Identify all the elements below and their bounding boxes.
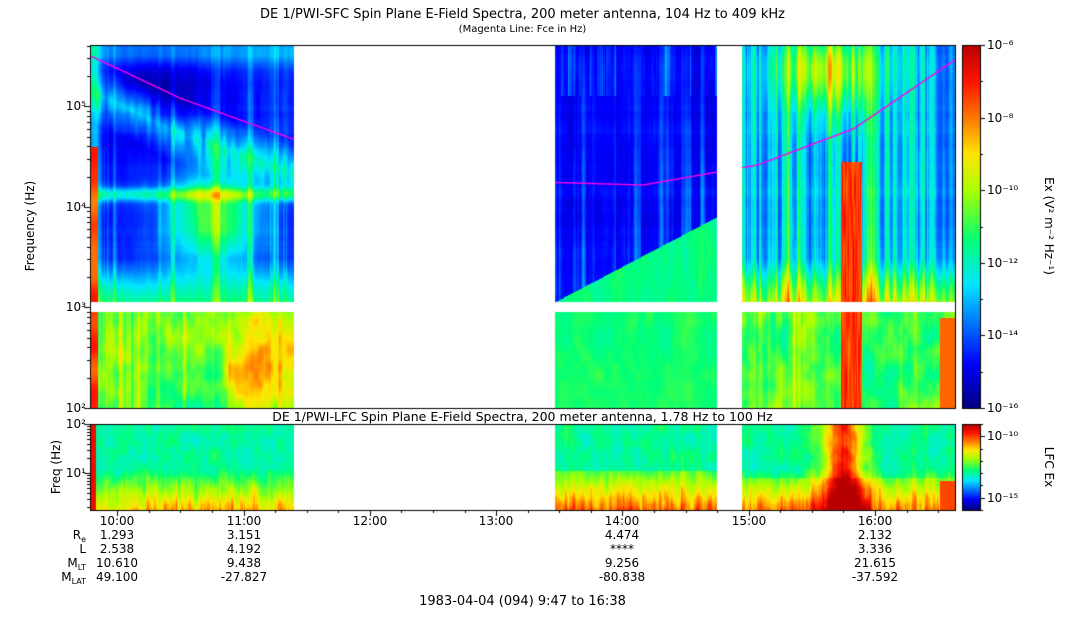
ephemeris-value: 2.538 (99, 542, 135, 556)
lfc-colorbar-tick-label: 10⁻¹⁵ (987, 491, 1019, 505)
sfc-colorbar-tick-label: 10⁻¹⁰ (987, 183, 1019, 197)
sfc-colorbar-tick-label: 10⁻¹² (987, 256, 1019, 270)
ephemeris-value: 9.256 (604, 556, 640, 570)
ephemeris-value: -80.838 (598, 570, 646, 584)
sfc-colorbar-tick-label: 10⁻¹⁴ (987, 328, 1019, 342)
sfc-subtitle: (Magenta Line: Fce in Hz) (458, 24, 587, 35)
ephemeris-value: 2.132 (857, 528, 893, 542)
figure-caption: 1983-04-04 (094) 9:47 to 16:38 (419, 594, 626, 609)
ephemeris-value: 1.293 (99, 528, 135, 542)
sfc-y-tick-label: 10² (65, 401, 86, 415)
x-tick-label: 11:00 (226, 514, 262, 528)
x-tick-label: 14:00 (604, 514, 640, 528)
sfc-colorbar-tick-label: 10⁻⁸ (987, 111, 1014, 125)
ephemeris-row-label: Re (72, 528, 86, 544)
ephemeris-value: 10.610 (96, 556, 138, 570)
lfc-title: DE 1/PWI-LFC Spin Plane E-Field Spectra,… (272, 409, 773, 424)
lfc-y-tick-label: 10¹ (65, 466, 86, 480)
ephemeris-value: 49.100 (96, 570, 138, 584)
ephemeris-row-label: MLT (67, 556, 86, 572)
ephemeris-value: 3.151 (226, 528, 262, 542)
lfc-y-tick-label: 10² (65, 417, 86, 431)
ephemeris-value: 3.336 (857, 542, 893, 556)
ephemeris-value: 4.474 (604, 528, 640, 542)
sfc-y-tick-label: 10⁴ (65, 200, 86, 214)
sfc-title: DE 1/PWI-SFC Spin Plane E-Field Spectra,… (260, 7, 785, 22)
lfc-colorbar-tick-label: 10⁻¹⁰ (987, 429, 1019, 443)
ephemeris-value: 9.438 (226, 556, 262, 570)
x-tick-label: 13:00 (478, 514, 514, 528)
sfc-colorbar-tick-label: 10⁻⁶ (987, 38, 1014, 52)
ephemeris-row-label: MLAT (61, 570, 86, 586)
ephemeris-value: -37.592 (851, 570, 899, 584)
x-tick-label: 10:00 (99, 514, 135, 528)
ephemeris-value: **** (610, 542, 634, 556)
x-tick-label: 16:00 (857, 514, 893, 528)
sfc-y-tick-label: 10⁵ (65, 99, 86, 113)
ephemeris-row-label: L (79, 542, 86, 556)
x-tick-label: 12:00 (352, 514, 388, 528)
x-tick-label: 15:00 (731, 514, 767, 528)
sfc-colorbar-tick-label: 10⁻¹⁶ (987, 401, 1019, 415)
sfc-y-tick-label: 10³ (65, 300, 86, 314)
sfc-colorbar-label: Ex (V² m⁻² Hz⁻¹) (1042, 177, 1056, 275)
sfc-y-axis-label: Frequency (Hz) (23, 180, 37, 272)
ephemeris-value: -27.827 (220, 570, 268, 584)
ephemeris-value: 4.192 (226, 542, 262, 556)
lfc-colorbar-label: LFC Ex (1042, 446, 1056, 488)
ephemeris-value: 21.615 (854, 556, 896, 570)
